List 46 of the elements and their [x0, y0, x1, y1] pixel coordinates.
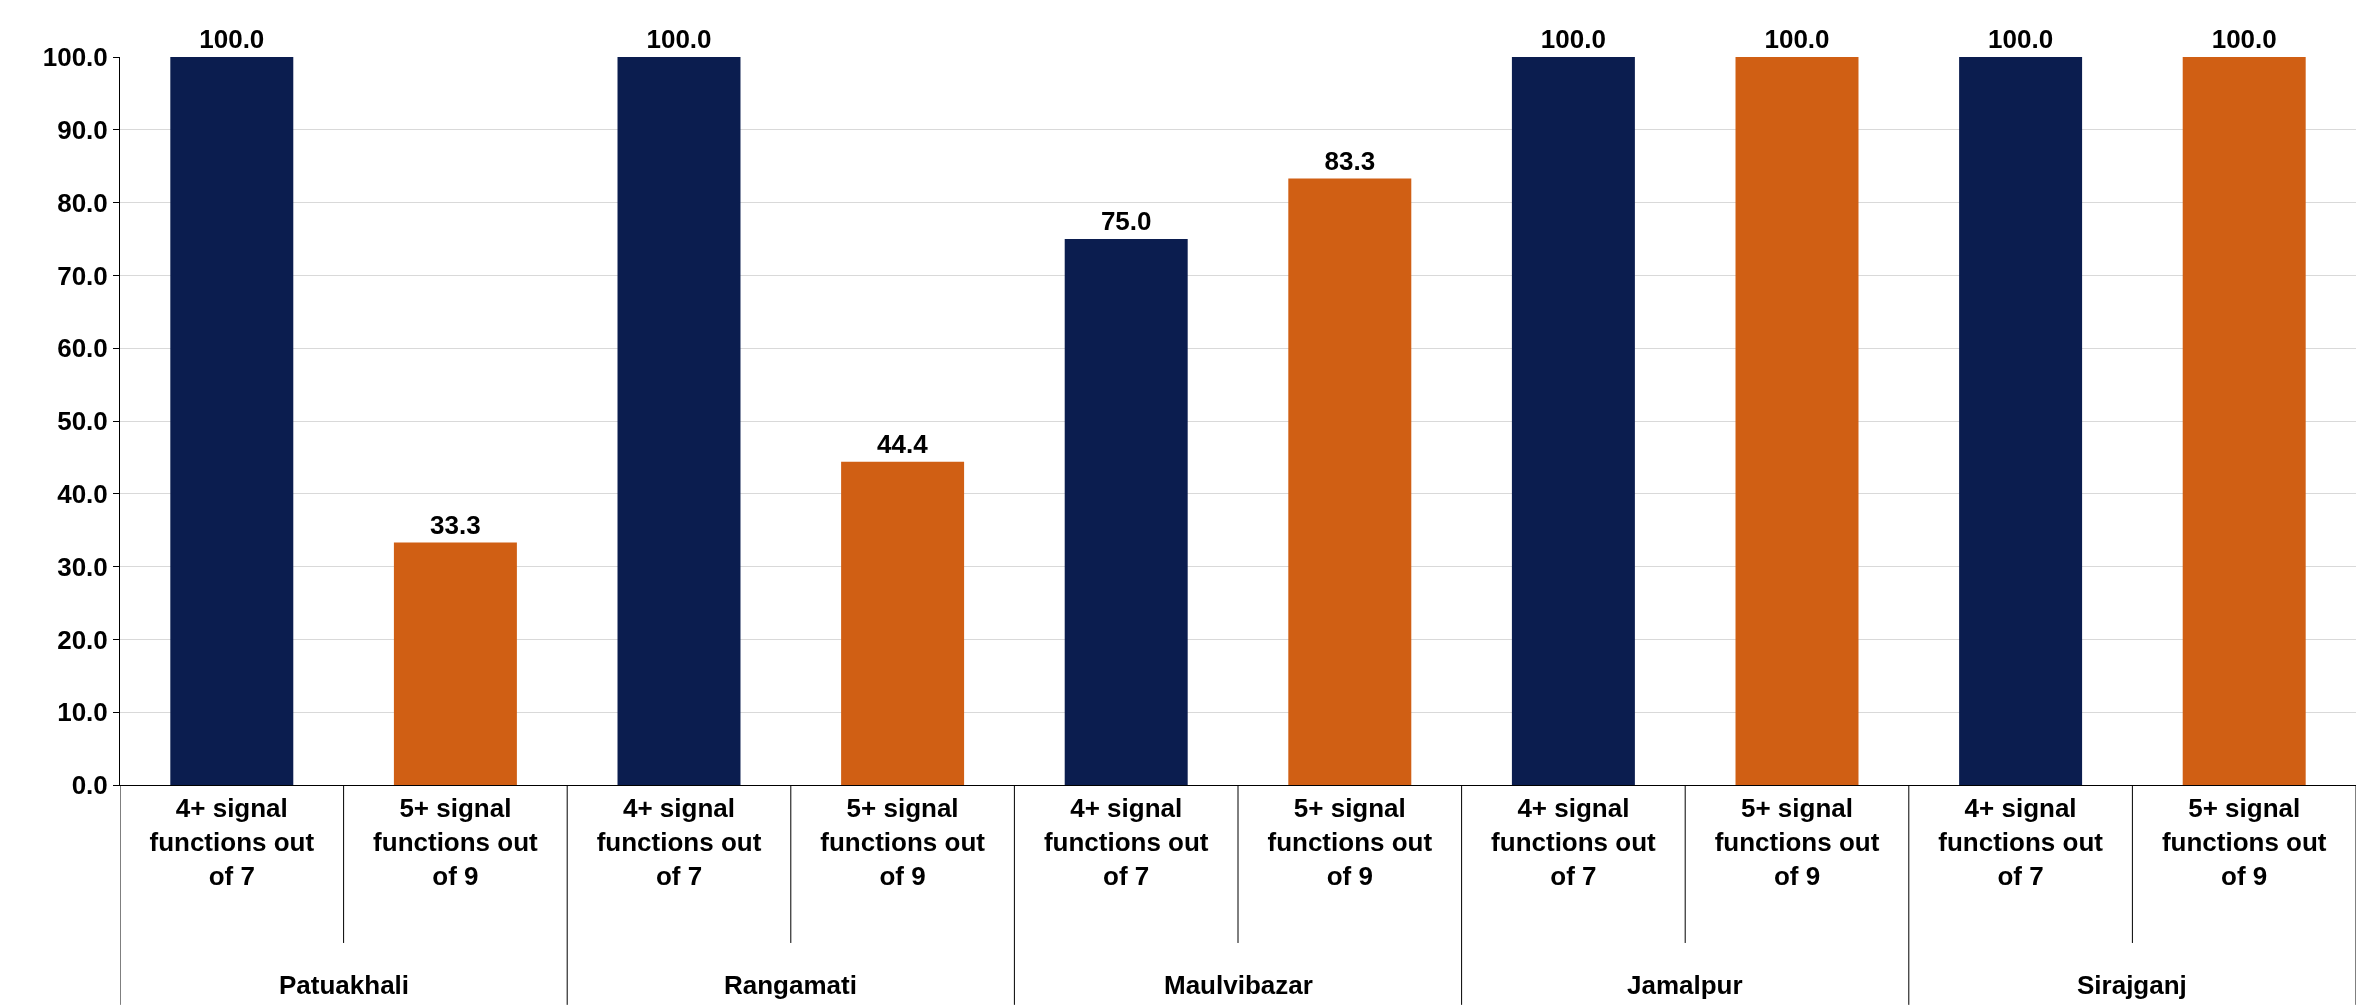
x-tick-label: 4+ signal functions out of 7 — [1043, 793, 1209, 891]
bar — [1735, 57, 1859, 785]
y-tick-label: 90.0 — [57, 114, 108, 145]
x-tick-label: 5+ signal functions out of 9 — [2161, 793, 2327, 891]
bar — [1064, 239, 1188, 785]
y-tick-label: 70.0 — [57, 260, 108, 291]
x-tick-label: 4+ signal functions out of 7 — [1491, 793, 1657, 891]
bar — [1511, 57, 1635, 785]
x-tick-label: 5+ signal functions out of 9 — [1267, 793, 1433, 891]
data-label: 75.0 — [1100, 206, 1152, 236]
data-label: 100.0 — [199, 24, 265, 54]
y-tick-label: 50.0 — [57, 406, 108, 437]
text: Jamalpur — [1627, 970, 1743, 1000]
data-label: 33.3 — [430, 509, 481, 540]
data-label: 44.4 — [877, 428, 929, 459]
data-label: 100.0 — [1540, 24, 1606, 54]
y-tick-label: 60.0 — [57, 333, 108, 364]
x-tick-label: 4+ signal functions out of 7 — [596, 793, 762, 891]
y-tick-label: 20.0 — [57, 624, 108, 655]
text: Patuakhali — [279, 970, 410, 1000]
y-tick-label: 10.0 — [57, 697, 108, 728]
data-label: 100.0 — [1764, 24, 1830, 54]
bar — [393, 542, 517, 785]
text: Sirajganj — [2077, 970, 2187, 1000]
bar — [2182, 57, 2306, 785]
x-tick-label: 5+ signal functions out of 9 — [373, 793, 539, 891]
data-label: 83.3 — [1324, 145, 1376, 176]
bar — [617, 57, 741, 785]
x-tick-label: 5+ signal functions out of 9 — [820, 793, 986, 891]
text: Maulvibazar — [1164, 970, 1313, 1000]
bar — [841, 461, 965, 785]
text: Rangamati — [724, 970, 857, 1000]
x-tick-label: 5+ signal functions out of 9 — [1714, 793, 1880, 891]
y-tick-label: 40.0 — [57, 478, 108, 509]
bar — [1288, 178, 1412, 785]
x-tick-label: 4+ signal functions out of 7 — [149, 793, 315, 891]
x-tick-label: 4+ signal functions out of 7 — [1938, 793, 2104, 891]
y-tick-label: 0.0 — [71, 770, 108, 801]
data-label: 100.0 — [646, 24, 712, 54]
y-tick-label: 80.0 — [57, 187, 108, 218]
bar — [170, 57, 294, 785]
y-tick-label: 100.0 — [42, 42, 108, 73]
data-label: 100.0 — [2211, 24, 2277, 54]
y-tick-label: 30.0 — [57, 551, 108, 582]
data-label: 100.0 — [1988, 24, 2054, 54]
bar — [1959, 57, 2083, 785]
